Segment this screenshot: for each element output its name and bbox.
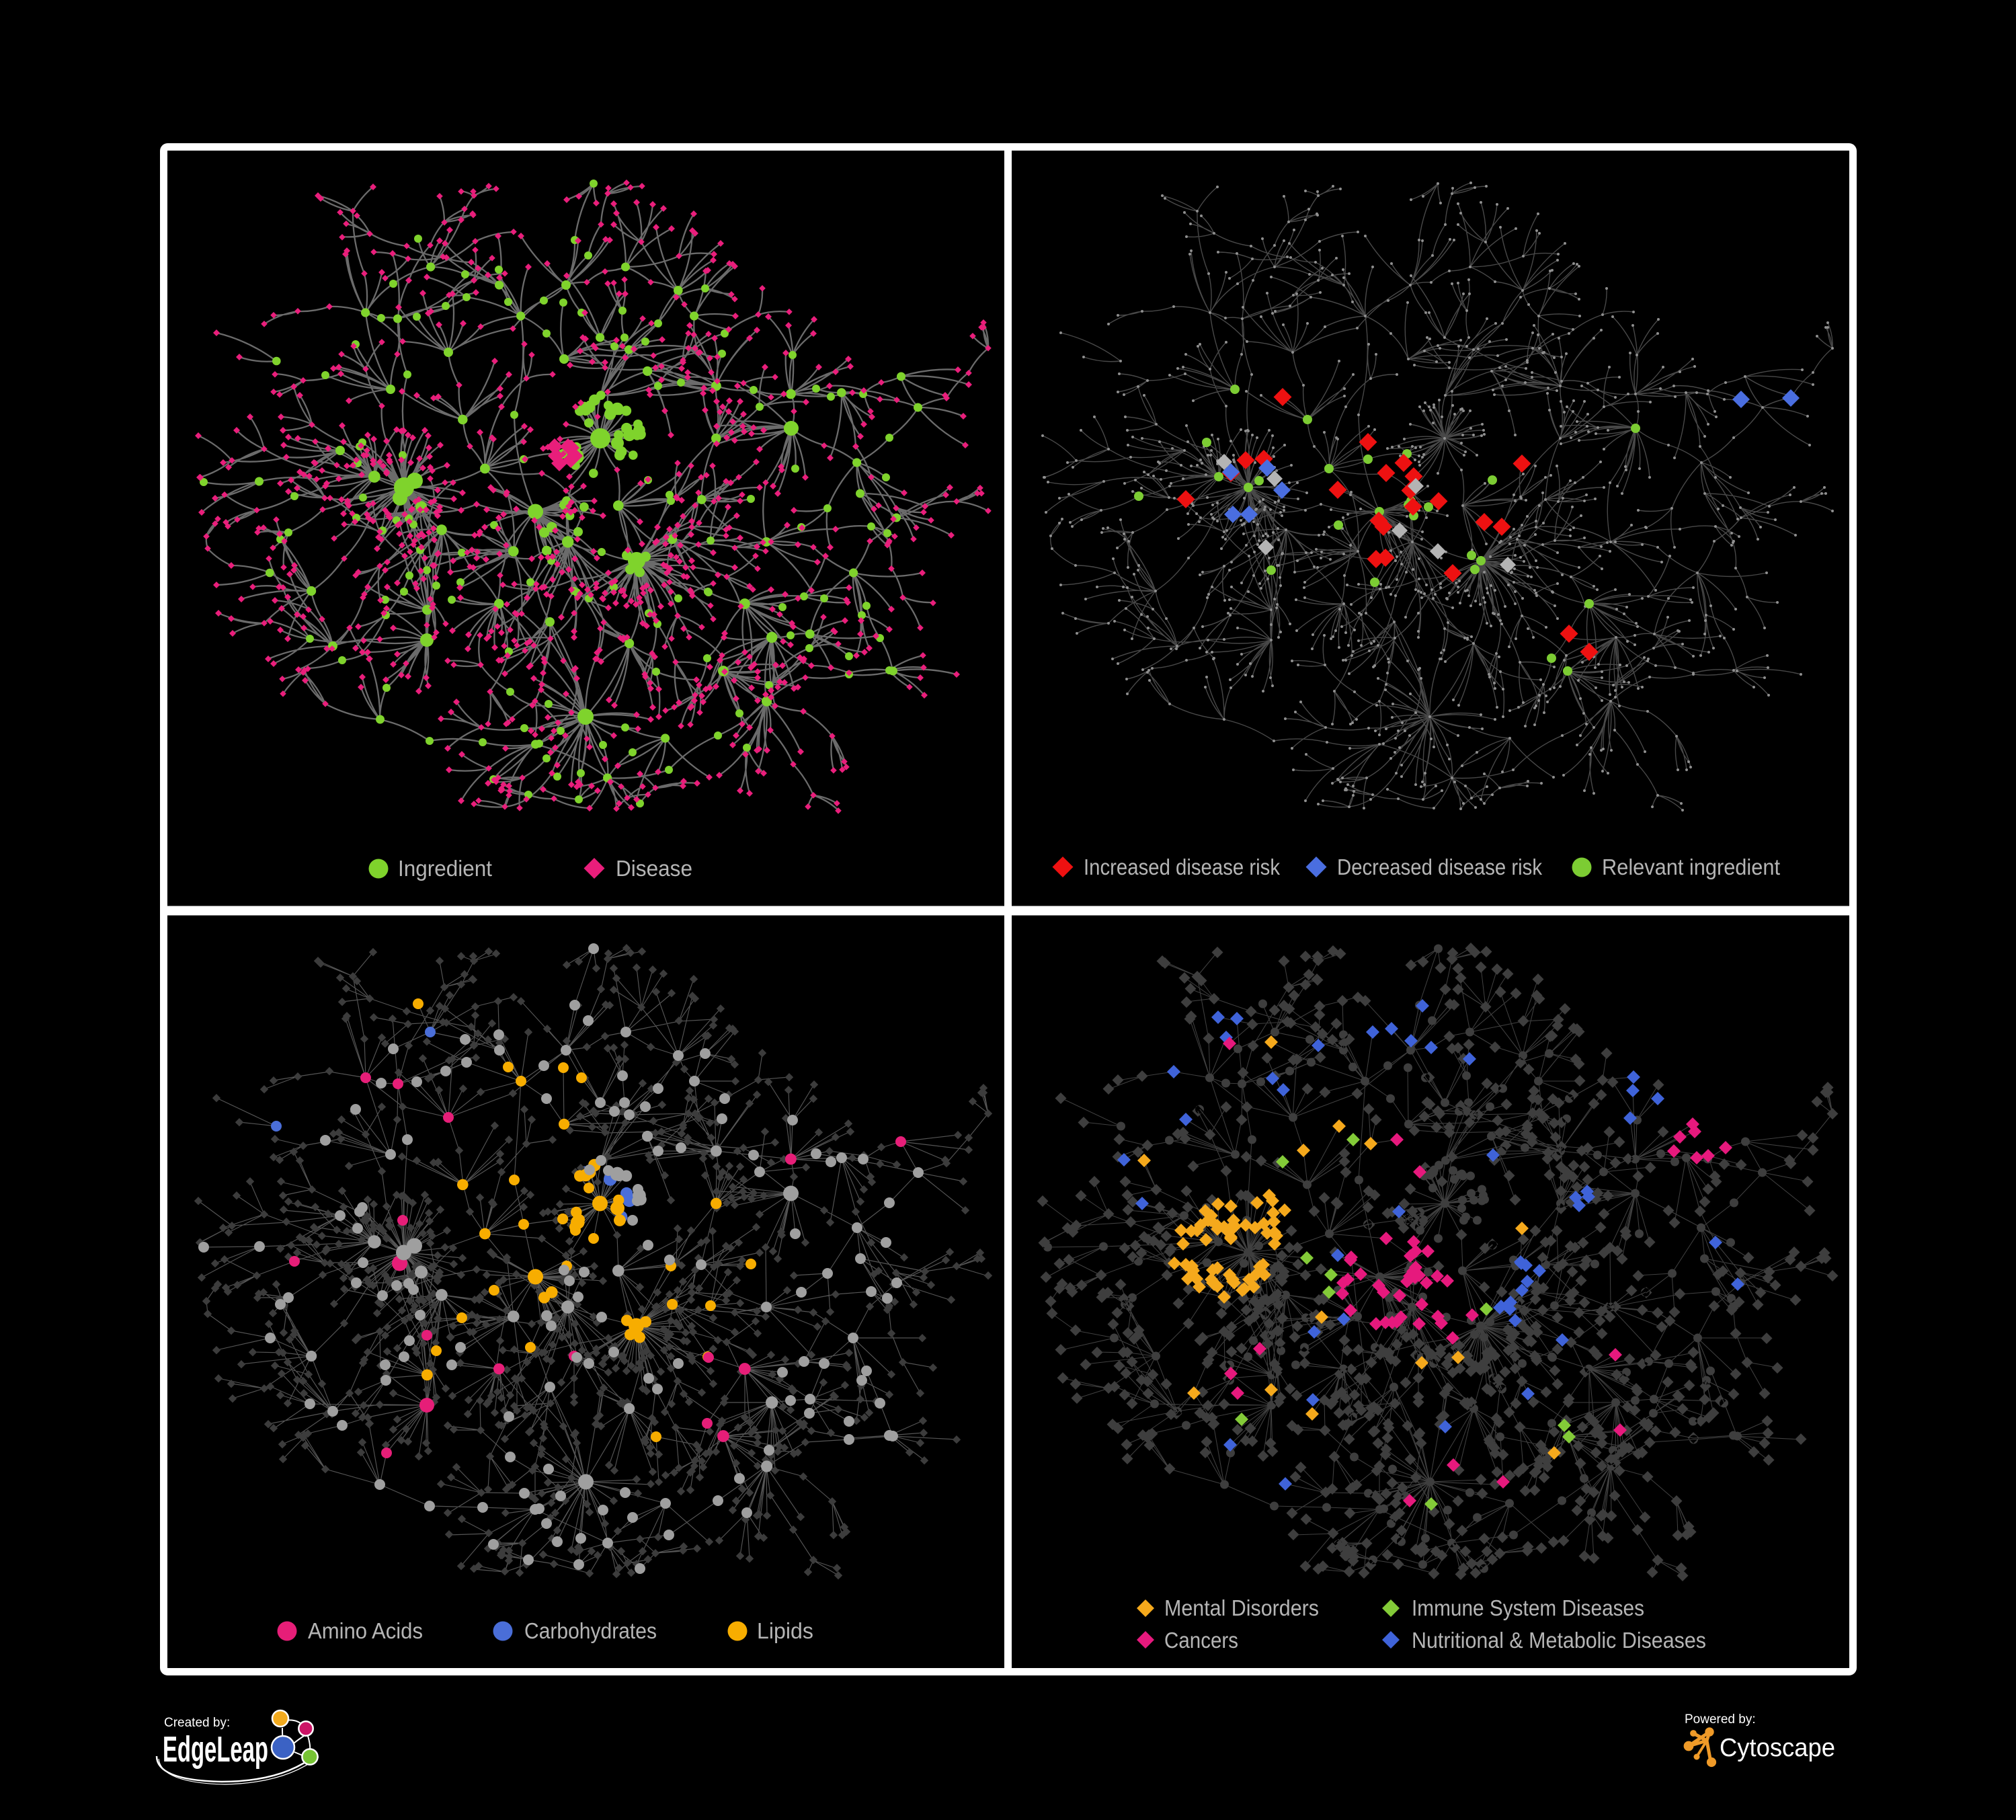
- svg-text:Powered by:: Powered by:: [1685, 1712, 1756, 1727]
- svg-text:EdgeLeap: EdgeLeap: [163, 1729, 268, 1770]
- svg-text:Increased disease risk: Increased disease risk: [1084, 855, 1280, 879]
- svg-text:Immune System Diseases: Immune System Diseases: [1412, 1595, 1644, 1620]
- svg-text:Nutritional & Metabolic Diseas: Nutritional & Metabolic Diseases: [1412, 1628, 1706, 1653]
- svg-text:Decreased disease risk: Decreased disease risk: [1337, 855, 1542, 879]
- svg-text:Lipids: Lipids: [757, 1618, 813, 1643]
- svg-text:Cancers: Cancers: [1164, 1628, 1238, 1653]
- svg-text:Relevant ingredient: Relevant ingredient: [1602, 855, 1780, 879]
- svg-text:Carbohydrates: Carbohydrates: [524, 1618, 657, 1643]
- svg-text:Cytoscape: Cytoscape: [1720, 1734, 1835, 1762]
- svg-text:Created by:: Created by:: [164, 1716, 230, 1730]
- svg-text:Mental Disorders: Mental Disorders: [1164, 1595, 1319, 1620]
- svg-text:Ingredient: Ingredient: [398, 856, 492, 881]
- svg-text:Amino Acids: Amino Acids: [308, 1618, 423, 1643]
- svg-text:Disease: Disease: [616, 856, 692, 881]
